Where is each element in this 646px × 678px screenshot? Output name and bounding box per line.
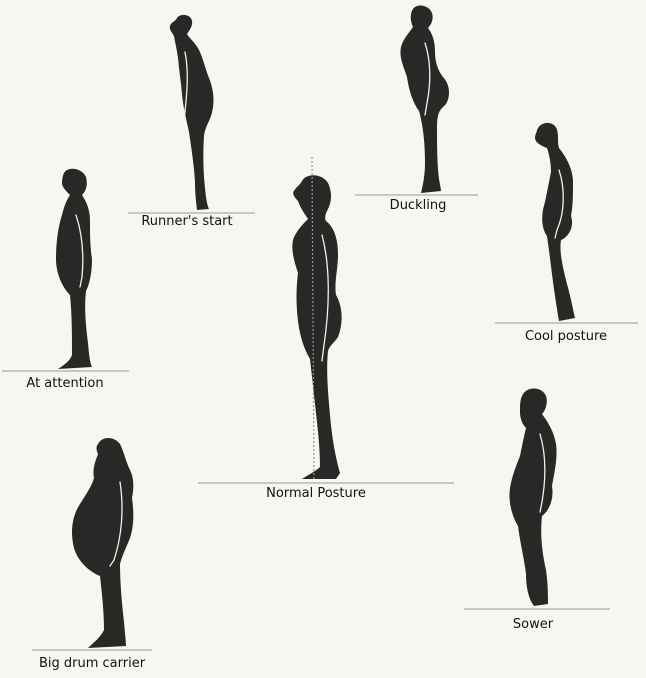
label-cool-posture: Cool posture xyxy=(524,329,608,344)
figure-cool-posture xyxy=(495,118,640,328)
label-duckling: Duckling xyxy=(389,198,447,213)
duckling-silhouette-icon xyxy=(355,5,478,196)
sower-silhouette-icon xyxy=(464,388,610,610)
figure-normal-posture xyxy=(196,155,456,487)
normal-posture-silhouette-icon xyxy=(198,156,454,484)
big-drum-carrier-silhouette-icon xyxy=(32,438,152,651)
figure-at-attention xyxy=(2,165,132,375)
cool-posture-silhouette-icon xyxy=(495,122,638,324)
figure-duckling xyxy=(355,3,480,198)
figure-runners-start xyxy=(125,12,255,217)
label-runners-start: Runner's start xyxy=(141,214,233,229)
label-normal-posture: Normal Posture xyxy=(266,486,366,501)
label-big-drum-carrier: Big drum carrier xyxy=(38,656,146,671)
figure-big-drum-carrier xyxy=(30,432,170,654)
figure-sower xyxy=(462,382,612,614)
at-attention-silhouette-icon xyxy=(2,168,129,372)
label-at-attention: At attention xyxy=(26,376,104,391)
runners-start-silhouette-icon xyxy=(128,14,255,214)
label-sower: Sower xyxy=(512,617,554,632)
